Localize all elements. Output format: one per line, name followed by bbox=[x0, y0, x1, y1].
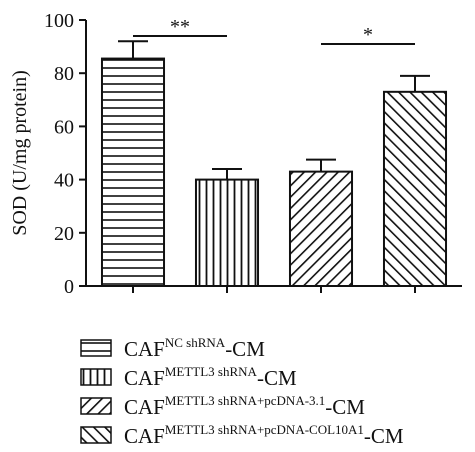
legend-label-superscript: METTL3 shRNA+pcDNA-3.1 bbox=[164, 393, 326, 408]
legend-swatch-fill bbox=[80, 339, 112, 357]
legend-label-suffix: -CM bbox=[363, 424, 404, 448]
legend-label-suffix: -CM bbox=[256, 366, 297, 390]
y-tick-label: 0 bbox=[64, 276, 74, 298]
legend-item: CAFNC shRNA-CM bbox=[80, 334, 265, 362]
legend-label-superscript: METTL3 shRNA bbox=[164, 364, 257, 379]
bar bbox=[382, 90, 448, 287]
y-tick-label: 60 bbox=[54, 116, 74, 138]
legend-swatch bbox=[80, 397, 112, 415]
legend-label: CAFMETTL3 shRNA-CM bbox=[124, 365, 297, 389]
legend-label: CAFNC shRNA-CM bbox=[124, 336, 265, 360]
legend-swatch-fill bbox=[80, 397, 112, 415]
legend-swatch-fill bbox=[80, 426, 112, 444]
legend-label: CAFMETTL3 shRNA+pcDNA-3.1-CM bbox=[124, 394, 365, 418]
y-tick-label: 80 bbox=[54, 63, 74, 85]
legend-label-base: CAF bbox=[124, 337, 165, 361]
y-tick-label: 100 bbox=[44, 10, 74, 32]
y-tick-label: 20 bbox=[54, 223, 74, 245]
legend-label-base: CAF bbox=[124, 424, 165, 448]
bar bbox=[194, 178, 260, 288]
significance-label: * bbox=[363, 24, 373, 46]
legend-label-suffix: -CM bbox=[225, 337, 265, 361]
legend-swatch bbox=[80, 368, 112, 386]
legend-label-superscript: NC shRNA bbox=[164, 335, 226, 350]
significance-annotations: ** * bbox=[133, 16, 415, 46]
bar bbox=[288, 170, 354, 287]
legend-swatch bbox=[80, 339, 112, 357]
bar bbox=[100, 57, 166, 287]
bars bbox=[100, 40, 448, 288]
legend-label-suffix: -CM bbox=[325, 395, 365, 419]
legend-item: CAFMETTL3 shRNA+pcDNA-COL10A1-CM bbox=[80, 421, 404, 449]
legend-label-base: CAF bbox=[124, 366, 165, 390]
legend-label-base: CAF bbox=[124, 395, 165, 419]
y-axis-label: SOD (U/mg protein) bbox=[9, 70, 31, 236]
legend-item: CAFMETTL3 shRNA+pcDNA-3.1-CM bbox=[80, 392, 365, 420]
y-tick-label: 40 bbox=[54, 170, 74, 192]
legend-swatch-fill bbox=[80, 368, 112, 386]
legend-item: CAFMETTL3 shRNA-CM bbox=[80, 363, 297, 391]
legend-label: CAFMETTL3 shRNA+pcDNA-COL10A1-CM bbox=[124, 423, 404, 447]
significance-label: ** bbox=[170, 16, 190, 38]
legend-swatch bbox=[80, 426, 112, 444]
legend-label-superscript: METTL3 shRNA+pcDNA-COL10A1 bbox=[164, 422, 364, 437]
